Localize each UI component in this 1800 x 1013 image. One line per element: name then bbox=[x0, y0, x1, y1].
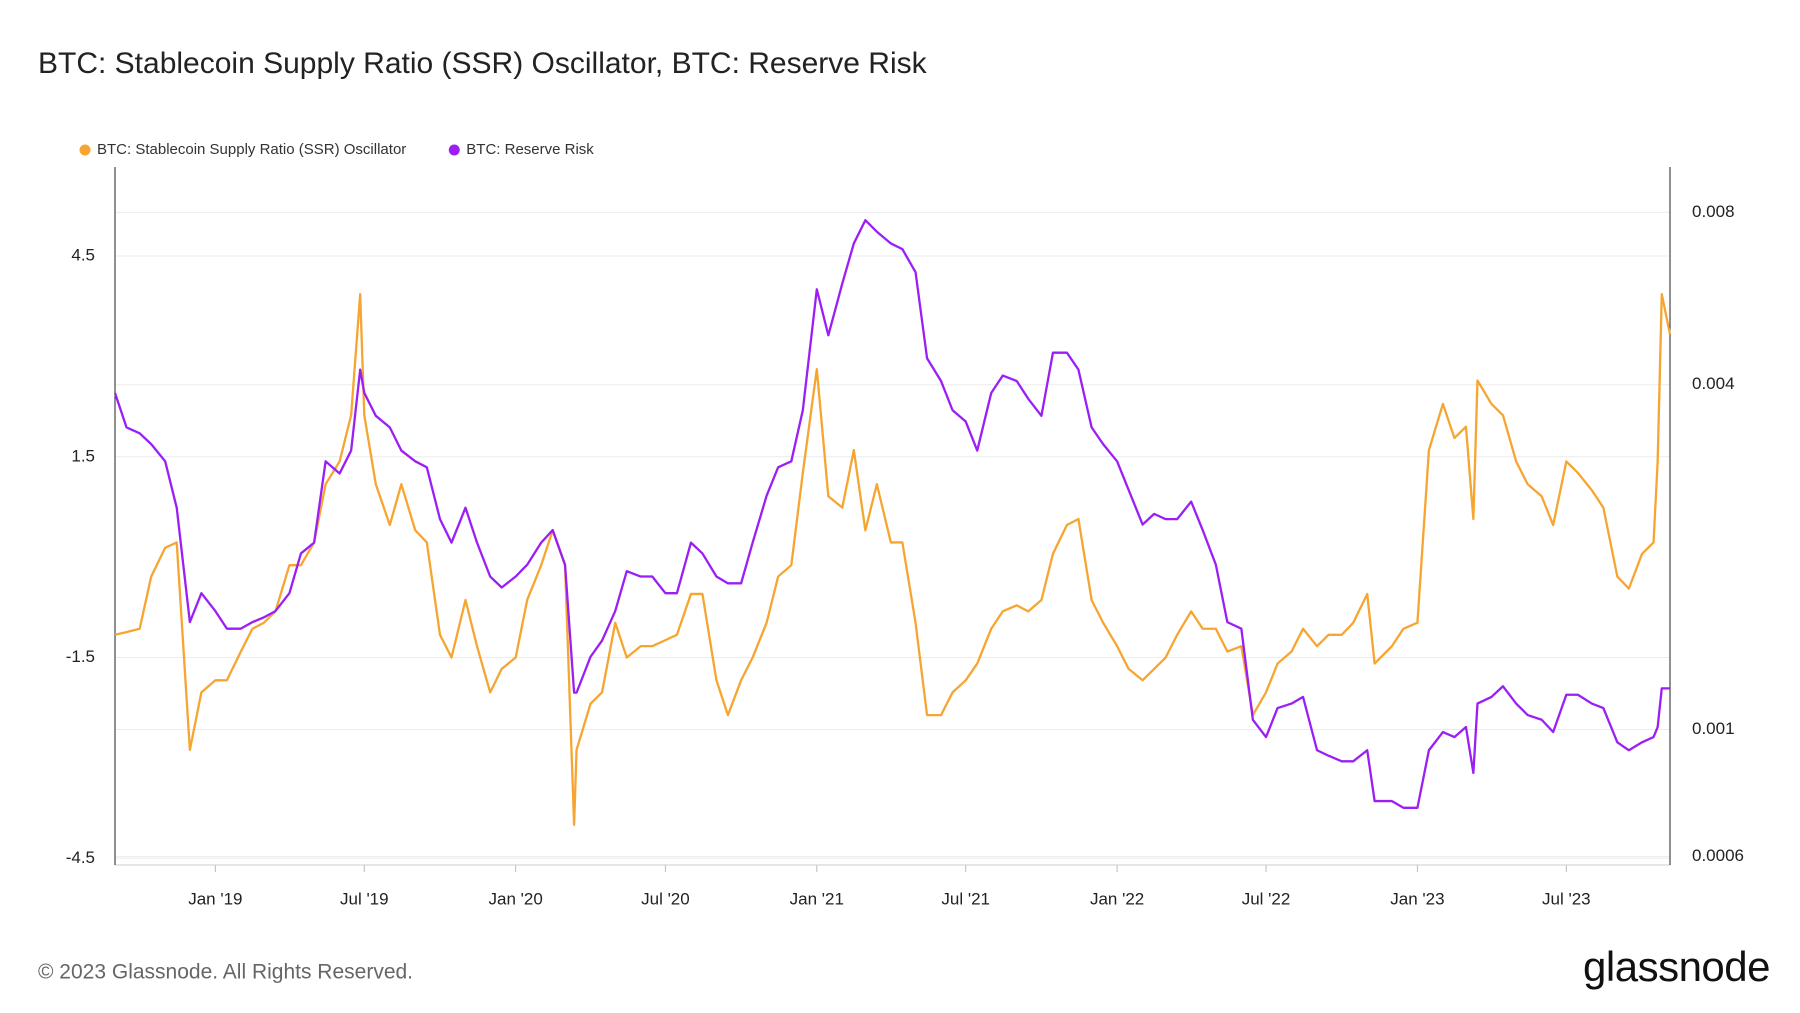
logo: glassnode bbox=[1583, 943, 1770, 990]
y2-tick-label: 0.001 bbox=[1692, 719, 1735, 738]
chart-title: BTC: Stablecoin Supply Ratio (SSR) Oscil… bbox=[38, 47, 928, 80]
x-tick-label: Jan '20 bbox=[489, 889, 543, 908]
y2-tick-label: 0.008 bbox=[1692, 202, 1735, 221]
x-tick-label: Jul '22 bbox=[1242, 889, 1291, 908]
x-tick-label: Jan '21 bbox=[790, 889, 844, 908]
footer: © 2023 Glassnode. All Rights Reserved. bbox=[38, 961, 413, 984]
legend-marker bbox=[79, 144, 91, 156]
legend-marker bbox=[448, 144, 460, 156]
x-tick-label: Jan '19 bbox=[188, 889, 242, 908]
legend-label: BTC: Stablecoin Supply Ratio (SSR) Oscil… bbox=[97, 141, 406, 158]
series-line bbox=[114, 293, 1672, 826]
x-tick-label: Jul '23 bbox=[1542, 889, 1591, 908]
y2-tick-label: 0.004 bbox=[1692, 374, 1735, 393]
x-tick-label: Jul '19 bbox=[340, 889, 389, 908]
y-tick-label: -1.5 bbox=[66, 647, 95, 666]
x-tick-label: Jan '23 bbox=[1390, 889, 1444, 908]
y2-tick-label: 0.0006 bbox=[1692, 846, 1744, 865]
x-tick-label: Jan '22 bbox=[1090, 889, 1144, 908]
y-tick-label: 1.5 bbox=[71, 446, 95, 465]
x-tick-label: Jul '21 bbox=[941, 889, 990, 908]
y-tick-label: -4.5 bbox=[66, 848, 95, 867]
legend-label: BTC: Reserve Risk bbox=[466, 141, 594, 158]
series-line bbox=[113, 219, 1670, 809]
x-tick-label: Jul '20 bbox=[641, 889, 690, 908]
y-tick-label: 4.5 bbox=[71, 245, 95, 264]
